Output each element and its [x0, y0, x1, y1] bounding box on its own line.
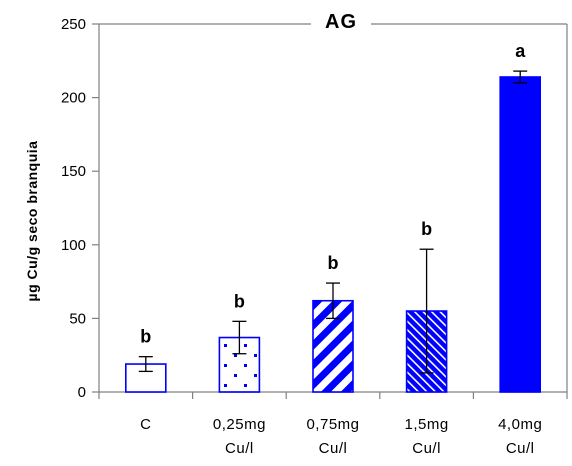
category-label: 4,0mg Cu/l — [498, 416, 542, 457]
axes: 0 50 100 150 200 250 — [61, 16, 568, 401]
y-tick-label: 100 — [61, 237, 86, 254]
significance-label: b — [421, 219, 432, 239]
bar — [125, 363, 167, 393]
category-label-line: 0,25mg — [213, 416, 266, 433]
category-label-line: Cu/l — [319, 440, 348, 457]
significance-label: b — [140, 327, 151, 347]
category-label-line: 4,0mg — [498, 416, 542, 433]
chart-title-background — [311, 8, 371, 34]
category-label-line: Cu/l — [412, 440, 441, 457]
y-tick-label: 150 — [61, 163, 86, 180]
y-tick-label: 200 — [61, 90, 86, 107]
error-bars — [138, 70, 528, 374]
y-tick-label: 250 — [61, 16, 86, 33]
category-label: 0,75mg Cu/l — [306, 416, 359, 457]
bars — [125, 76, 542, 393]
chart-title: AG — [325, 11, 357, 33]
y-tick-label: 0 — [78, 384, 86, 401]
category-label-line: C — [140, 416, 151, 433]
significance-label: a — [515, 41, 526, 61]
category-label-line: 1,5mg — [404, 416, 448, 433]
y-axis-label: µg Cu/g seco branquia — [24, 141, 40, 302]
category-label: C — [140, 416, 151, 433]
significance-label: b — [234, 291, 245, 311]
category-label-line: Cu/l — [225, 440, 254, 457]
category-label-line: Cu/l — [506, 440, 535, 457]
y-tick-label: 50 — [69, 310, 86, 327]
category-label-line: 0,75mg — [306, 416, 359, 433]
category-label: 1,5mg Cu/l — [404, 416, 448, 457]
bar — [499, 76, 542, 393]
labels: b Cb 0,25mg Cu/l b 0,75mg Cu/l b 1,5mg Cu/l a 4,0mg… — [140, 41, 542, 457]
chart-title-group: AG — [311, 8, 371, 34]
significance-label: b — [328, 253, 339, 273]
category-label: 0,25mg Cu/l — [213, 416, 266, 457]
